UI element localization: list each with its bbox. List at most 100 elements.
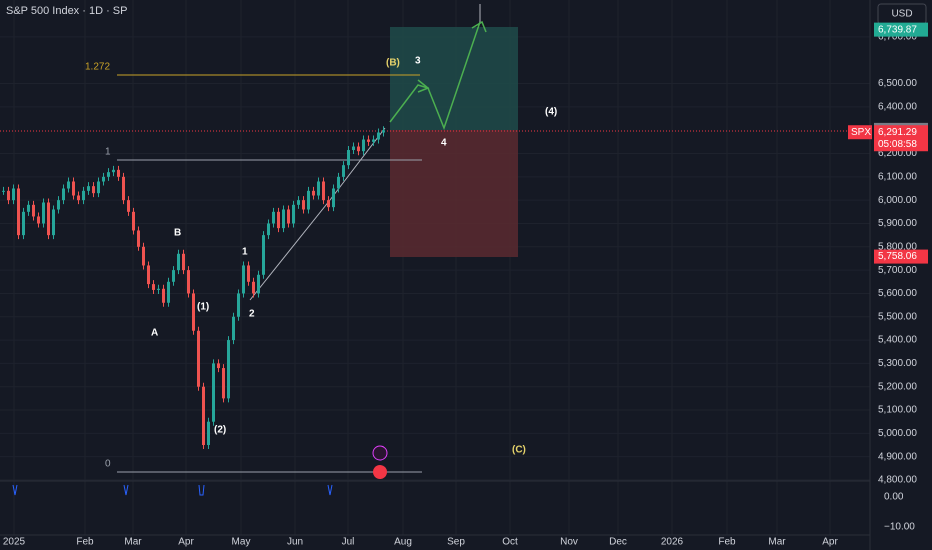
candle [342, 165, 345, 177]
price-tag-label: 6,739.87 [878, 24, 917, 35]
time-label: 2025 [3, 537, 26, 548]
profit-zone [390, 27, 518, 130]
candle [192, 293, 195, 331]
loss-zone [390, 130, 518, 257]
candle [52, 209, 55, 236]
price-label: 5,700.00 [878, 265, 917, 276]
candle [377, 132, 380, 140]
time-label: 2026 [661, 537, 684, 548]
annotations: 1.272 1 0 (B) 3 4 (4) B A (1) (2) 1 2 (C) [85, 56, 557, 470]
symbol: SPX [851, 127, 871, 138]
price-label: 5,000.00 [878, 428, 917, 439]
candle [372, 139, 375, 142]
price-label: 6,100.00 [878, 171, 917, 182]
candle [112, 169, 115, 173]
time-label: Nov [560, 537, 578, 548]
price-label: 5,800.00 [878, 241, 917, 252]
candle [37, 216, 40, 224]
wave-label: 0 [105, 459, 111, 470]
chart-header: S&P 500 Index · 1D · SP [6, 5, 127, 17]
event-icon[interactable] [372, 445, 388, 461]
candle [132, 211, 135, 231]
candle [367, 139, 370, 142]
candle [162, 288, 165, 303]
candle [382, 130, 385, 133]
candle [167, 281, 170, 303]
candle [212, 363, 215, 422]
price-label: 6,000.00 [878, 195, 917, 206]
candles [2, 126, 385, 450]
candle [297, 200, 300, 205]
candle [247, 265, 250, 282]
candle [337, 176, 340, 189]
price-tag [874, 249, 928, 264]
candle [302, 200, 305, 210]
candle [307, 190, 310, 210]
candle [2, 190, 5, 192]
candle [17, 188, 20, 236]
candle [227, 340, 230, 399]
candle [312, 190, 315, 196]
price-label: 6,500.00 [878, 78, 917, 89]
candle [117, 169, 120, 177]
candle [7, 190, 10, 201]
wave-label: 2 [249, 309, 255, 320]
candle [232, 316, 235, 341]
wave-label: (4) [545, 107, 557, 118]
price-tag-label: 6,291.29 [878, 127, 917, 138]
candle [82, 190, 85, 201]
candle [77, 195, 80, 201]
wave-label: (B) [386, 58, 400, 69]
candle [57, 200, 60, 210]
candle [27, 204, 30, 212]
time-label: May [232, 537, 251, 548]
candle [292, 204, 295, 224]
wave-label: A [151, 328, 158, 339]
candle [352, 146, 355, 151]
candle [22, 211, 25, 236]
candle [327, 200, 330, 208]
candle [202, 386, 205, 446]
time-label: Oct [502, 537, 518, 548]
candle [257, 274, 260, 294]
candle [347, 150, 350, 166]
candle [102, 176, 105, 182]
candle [317, 181, 320, 196]
arrow-head [417, 79, 430, 93]
wave-label: (2) [214, 425, 226, 436]
time-label: Jul [342, 537, 355, 548]
candle [92, 186, 95, 194]
time-label: Dec [609, 537, 627, 548]
wave-label: 1.272 [85, 62, 110, 73]
candle [332, 188, 335, 208]
wave-line [249, 127, 386, 301]
price-tag-label: 5,758.06 [878, 251, 917, 262]
candle [217, 363, 220, 369]
wave-label: 1 [242, 247, 248, 258]
indicator-label: 0.00 [884, 492, 904, 503]
price-label: 5,300.00 [878, 358, 917, 369]
candle [172, 270, 175, 282]
candle [242, 265, 245, 294]
candle [222, 368, 225, 399]
price-label: 5,200.00 [878, 381, 917, 392]
candle [72, 181, 75, 196]
candle [12, 188, 15, 201]
candle [177, 253, 180, 271]
candle [357, 146, 360, 152]
candle [107, 172, 110, 177]
price-label: 4,800.00 [878, 475, 917, 486]
candle [187, 270, 190, 294]
price-label: 5,600.00 [878, 288, 917, 299]
price-label: 6,200.00 [878, 148, 917, 159]
wave-label: 4 [441, 138, 447, 149]
candle [142, 246, 145, 266]
time-label: Mar [124, 537, 142, 548]
candle [267, 223, 270, 236]
currency[interactable]: USD [891, 9, 912, 20]
candle [277, 211, 280, 229]
price-label: 6,700.00 [878, 32, 917, 43]
event-icon[interactable] [373, 465, 387, 479]
candle [62, 188, 65, 201]
price-label: 6,400.00 [878, 102, 917, 113]
